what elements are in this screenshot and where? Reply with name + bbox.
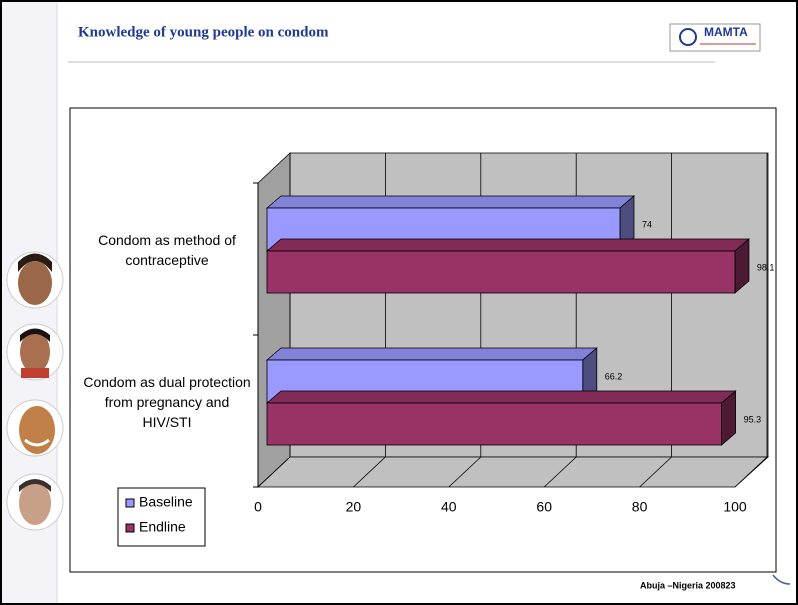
bar-top — [265, 347, 598, 361]
footer-curve — [772, 574, 791, 585]
bar-top — [265, 195, 636, 209]
legend-swatch — [125, 498, 135, 508]
bar — [266, 250, 736, 294]
floor-grid-line — [543, 456, 577, 488]
legend-box — [117, 487, 206, 547]
floor — [256, 456, 770, 488]
category-label: Condom as dual protection from pregnancy… — [83, 374, 251, 430]
x-tick-label: 100 — [723, 499, 747, 515]
x-tick-label: 0 — [254, 499, 262, 515]
bar — [266, 402, 722, 446]
floor-grid-line — [257, 456, 291, 488]
bar-top — [265, 390, 737, 404]
bar-top — [265, 238, 751, 252]
data-label: 98.1 — [757, 262, 775, 272]
x-tick-label: 60 — [536, 499, 552, 515]
logo: MAMTA — [669, 23, 761, 52]
legend-label: Baseline — [139, 494, 193, 510]
floor-grid-line — [639, 456, 672, 488]
x-tick-label: 20 — [346, 499, 362, 515]
category-label: Condom as method of contraceptive — [98, 232, 236, 268]
legend-swatch — [125, 523, 135, 533]
floor-grid-line — [734, 456, 768, 488]
data-label: 95.3 — [744, 414, 762, 424]
x-tick-label: 40 — [441, 499, 457, 515]
legend-label: Endline — [139, 519, 186, 535]
footer: Abuja –Nigeria 200823 — [640, 580, 736, 590]
x-tick-label: 80 — [632, 499, 648, 515]
faces — [6, 251, 64, 531]
data-label: 74 — [642, 219, 652, 229]
logo-text: MAMTA — [704, 25, 748, 39]
slide-title: Knowledge of young people on condom — [78, 24, 329, 40]
floor-grid-line — [448, 456, 482, 488]
floor-grid-line — [353, 456, 386, 488]
data-label: 66.2 — [605, 371, 623, 381]
